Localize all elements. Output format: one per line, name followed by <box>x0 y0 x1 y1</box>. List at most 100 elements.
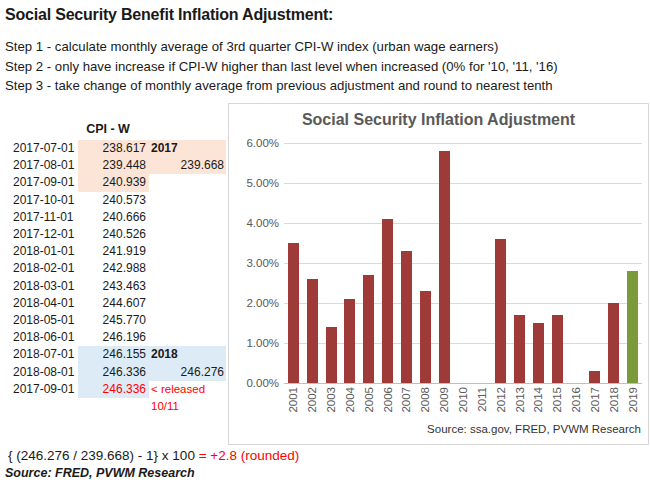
value-cell: 244.607 <box>78 295 149 312</box>
y-axis-label: 2.00% <box>235 295 279 311</box>
table-row: 2017-09-01246.336< released 10/11 <box>0 381 228 398</box>
step-2-text: Step 2 - only have increase if CPI-W hig… <box>5 57 558 77</box>
table-row: 2017-12-01240.526 <box>0 226 228 243</box>
x-axis-label: 2009 <box>438 387 450 413</box>
date-cell: 2017-10-01 <box>13 192 79 209</box>
value-cell: 241.919 <box>78 243 149 260</box>
gridline <box>284 383 642 384</box>
step-1-text: Step 1 - calculate monthly average of 3r… <box>5 37 558 57</box>
bar-2008 <box>420 291 431 383</box>
bar-2004 <box>344 299 355 383</box>
x-axis-tick: 2012 <box>491 387 510 421</box>
cola-formula: { (246.276 / 239.668) - 1} x 100 = +2.8 … <box>8 448 299 463</box>
x-axis-tick: 2014 <box>529 387 548 421</box>
value-cell: 246.336 <box>78 381 149 398</box>
x-axis-label: 2002 <box>306 387 318 413</box>
bar-2003 <box>326 327 337 383</box>
x-axis-tick: 2009 <box>435 387 454 421</box>
x-axis-tick: 2006 <box>378 387 397 421</box>
value-cell: 246.155 <box>78 346 149 363</box>
x-axis-label: 2013 <box>514 387 526 413</box>
x-axis-tick: 2018 <box>604 387 623 421</box>
value-cell: 239.448 <box>78 157 149 174</box>
table-row: 2018-07-01246.1552018 average <box>0 346 228 363</box>
bar-2012 <box>495 239 506 383</box>
y-axis-label: 5.00% <box>235 175 279 191</box>
value-cell: 242.988 <box>78 260 149 277</box>
table-row: 2018-05-01245.770 <box>0 312 228 329</box>
value-cell: 246.196 <box>78 329 149 346</box>
date-cell: 2018-04-01 <box>13 295 79 312</box>
average-value-cell: 239.668 <box>149 157 226 174</box>
bar-2014 <box>533 323 544 383</box>
date-cell: 2017-11-01 <box>13 209 79 226</box>
value-cell: 240.939 <box>78 174 149 191</box>
bar-2013 <box>514 315 525 383</box>
x-axis-tick: 2001 <box>284 387 303 421</box>
table-row: 2018-06-01246.196 <box>0 329 228 346</box>
x-axis-label: 2016 <box>570 387 582 413</box>
x-axis-tick: 2017 <box>586 387 605 421</box>
x-axis-tick: 2005 <box>359 387 378 421</box>
y-axis-label: 1.00% <box>235 335 279 351</box>
x-axis-tick: 2003 <box>322 387 341 421</box>
bar-2001 <box>288 243 299 383</box>
date-cell: 2018-05-01 <box>13 312 79 329</box>
x-axis-tick: 2019 <box>623 387 642 421</box>
chart-title: Social Security Inflation Adjustment <box>229 111 648 129</box>
formula-expression: { (246.276 / 239.668) - 1} x 100 <box>8 448 199 463</box>
x-axis-label: 2014 <box>532 387 544 413</box>
average-value-cell: 246.276 <box>149 364 226 381</box>
y-axis-label: 4.00% <box>235 215 279 231</box>
formula-result: = +2.8 (rounded) <box>199 448 300 463</box>
date-cell: 2017-08-01 <box>13 157 79 174</box>
page-source-text: Source: FRED, PVWM Research <box>5 466 195 480</box>
bar-2006 <box>382 219 393 383</box>
x-axis-tick: 2011 <box>472 387 491 421</box>
x-axis-tick: 2013 <box>510 387 529 421</box>
value-cell: 240.666 <box>78 209 149 226</box>
date-cell: 2017-12-01 <box>13 226 79 243</box>
date-cell: 2018-02-01 <box>13 260 79 277</box>
released-note: < released 10/11 <box>149 381 226 415</box>
table-row: 2017-09-01240.939 <box>0 174 228 191</box>
bar-2019 <box>627 271 638 383</box>
x-axis-tick: 2007 <box>397 387 416 421</box>
x-axis-label: 2018 <box>608 387 620 413</box>
x-axis-label: 2003 <box>325 387 337 413</box>
bar-2007 <box>401 251 412 383</box>
x-axis-tick: 2004 <box>341 387 360 421</box>
bar-chart: Social Security Inflation Adjustment 6.0… <box>228 103 649 445</box>
bar-2005 <box>363 275 374 383</box>
table-row: 2018-04-01244.607 <box>0 295 228 312</box>
value-cell: 238.617 <box>78 140 149 157</box>
x-axis-label: 2010 <box>457 387 469 413</box>
date-cell: 2018-06-01 <box>13 329 79 346</box>
y-axis-label: 0.00% <box>235 375 279 391</box>
table-row: 2018-02-01242.988 <box>0 260 228 277</box>
x-axis-label: 2019 <box>627 387 639 413</box>
x-axis-label: 2004 <box>344 387 356 413</box>
table-row: 2017-11-01240.666 <box>0 209 228 226</box>
table-row: 2017-10-01240.573 <box>0 192 228 209</box>
step-3-text: Step 3 - take change of monthly average … <box>5 76 558 96</box>
x-axis: 20012002 2003 20042005 200620072008 2009 2010… <box>284 387 642 421</box>
x-axis-label: 2008 <box>419 387 431 413</box>
date-cell: 2018-08-01 <box>13 364 79 381</box>
x-axis-label: 2006 <box>382 387 394 413</box>
chart-source-text: Source: ssa.gov, FRED, PVWM Research <box>427 423 641 435</box>
date-cell: 2018-07-01 <box>13 346 79 363</box>
steps-block: Step 1 - calculate monthly average of 3r… <box>5 37 558 96</box>
value-cell: 245.770 <box>78 312 149 329</box>
bar-2015 <box>552 315 563 383</box>
table-row: 2018-03-01243.463 <box>0 278 228 295</box>
value-cell: 246.336 <box>78 364 149 381</box>
value-cell: 243.463 <box>78 278 149 295</box>
table-row: 2017-07-01238.6172017 average <box>0 140 228 157</box>
table-row: 2018-08-01246.336246.276 <box>0 364 228 381</box>
date-cell: 2017-09-01 <box>13 174 79 191</box>
date-cell: 2018-01-01 <box>13 243 79 260</box>
bar-2009 <box>439 151 450 383</box>
date-cell: 2017-09-01 <box>13 381 79 398</box>
x-axis-tick: 2015 <box>548 387 567 421</box>
